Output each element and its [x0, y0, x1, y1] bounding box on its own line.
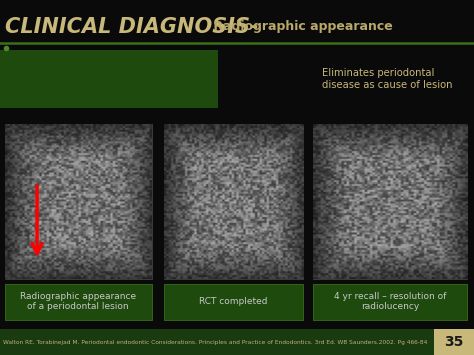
Bar — [0, 329, 434, 355]
Bar — [434, 329, 474, 355]
Bar — [164, 284, 303, 320]
Text: Walton RE, Torabinejad M. Periodontal endodontic Considerations. Principles and : Walton RE, Torabinejad M. Periodontal en… — [3, 340, 428, 345]
Bar — [0, 50, 218, 108]
Bar — [5, 124, 152, 279]
Text: 4 yr recall – resolution of
radiolucency: 4 yr recall – resolution of radiolucency — [334, 292, 446, 311]
Bar — [5, 284, 152, 320]
Text: Radiographic appearance: Radiographic appearance — [209, 20, 392, 33]
Text: CLINICAL DIAGNOSIS-: CLINICAL DIAGNOSIS- — [5, 17, 258, 37]
Text: RCT completed: RCT completed — [199, 297, 268, 306]
Bar — [313, 284, 467, 320]
Bar — [313, 124, 467, 279]
Text: Radiolucent lesions with gingival
sulcus intact: Radiolucent lesions with gingival sulcus… — [6, 68, 212, 89]
Text: Radiographic appearance
of a periodontal lesion: Radiographic appearance of a periodontal… — [20, 292, 136, 311]
Bar — [164, 124, 303, 279]
Text: Eliminates periodontal
disease as cause of lesion: Eliminates periodontal disease as cause … — [322, 68, 453, 89]
Text: 35: 35 — [444, 335, 463, 349]
